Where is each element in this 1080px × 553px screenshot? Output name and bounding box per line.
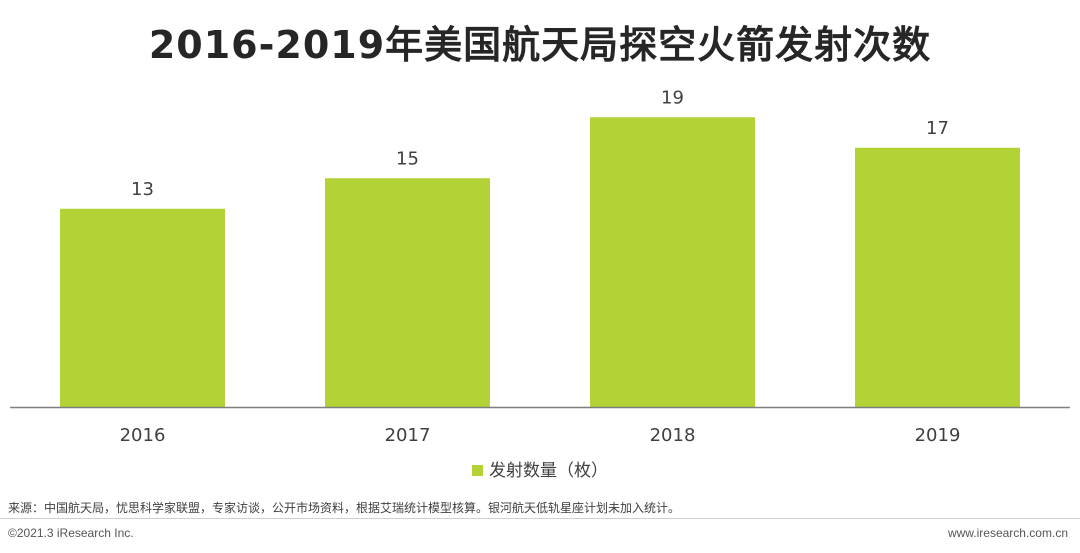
legend: 发射数量（枚） [0, 456, 1080, 481]
legend-label: 发射数量（枚） [489, 461, 608, 481]
data-label-2016: 13 [131, 179, 154, 200]
bar-2019 [855, 147, 1020, 407]
x-tick-label-2018: 2018 [650, 425, 696, 446]
bar-chart: 13 2016 15 2017 19 2018 17 2019 [10, 87, 1070, 446]
x-tick-label-2019: 2019 [915, 425, 961, 446]
source-note: 来源：中国航天局，忧思科学家联盟，专家访谈，公开市场资料，根据艾瑞统计模型核算。… [8, 501, 681, 515]
chart-title: 2016-2019年美国航天局探空火箭发射次数 [148, 23, 932, 67]
data-label-2017: 15 [396, 148, 419, 169]
website-link: www.iresearch.com.cn [947, 526, 1068, 540]
bar-2018 [590, 117, 755, 407]
data-label-2019: 17 [926, 118, 949, 139]
bar-2016 [60, 208, 225, 407]
legend-swatch [472, 465, 483, 476]
data-label-2018: 19 [661, 87, 684, 108]
x-tick-label-2017: 2017 [385, 425, 431, 446]
copyright: ©2021.3 iResearch Inc. [8, 526, 134, 540]
x-tick-label-2016: 2016 [120, 425, 166, 446]
footer-divider [0, 518, 1080, 519]
bar-2017 [325, 178, 490, 407]
